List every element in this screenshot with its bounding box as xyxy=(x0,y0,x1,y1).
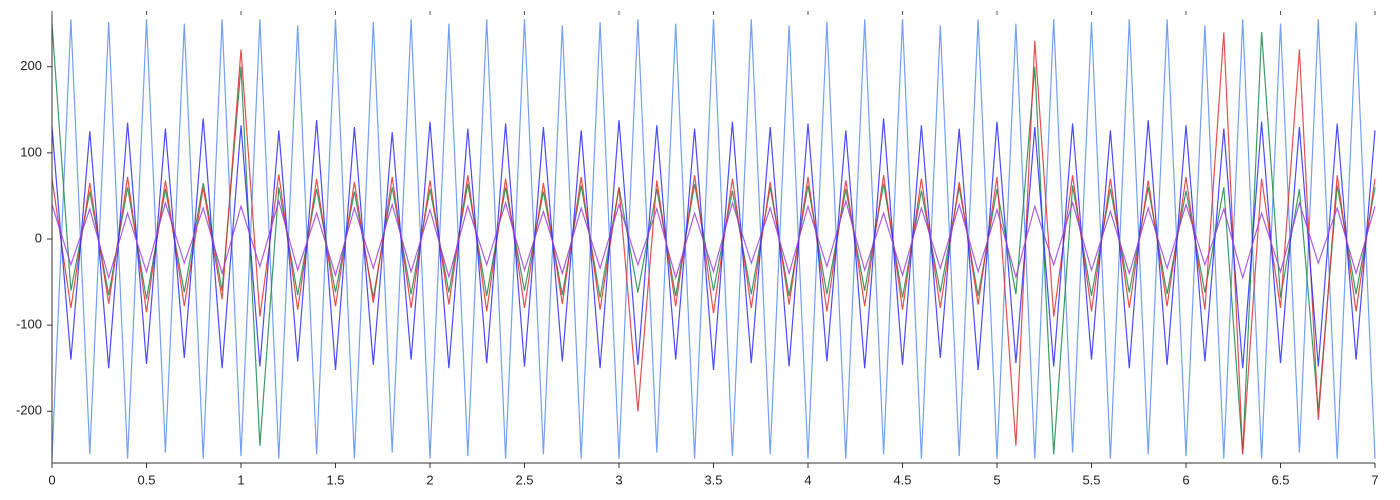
y-tick-label: 200 xyxy=(20,58,42,73)
x-tick-label: 1 xyxy=(237,472,244,487)
y-tick-label: -200 xyxy=(16,403,42,418)
signal-line xyxy=(51,118,1376,370)
x-tick-label: 3 xyxy=(615,472,622,487)
x-tick-label: 7 xyxy=(1371,472,1378,487)
x-tick-label: 2.5 xyxy=(515,472,533,487)
x-tick-label: 6.5 xyxy=(1271,472,1289,487)
signal-line xyxy=(51,19,1376,459)
x-tick-label: 5.5 xyxy=(1082,472,1100,487)
x-tick-label: 3.5 xyxy=(704,472,722,487)
x-tick-label: 4 xyxy=(804,472,811,487)
x-tick-label: 2 xyxy=(426,472,433,487)
x-tick-label: 5 xyxy=(993,472,1000,487)
x-tick-label: 0 xyxy=(48,472,55,487)
y-tick-label: 0 xyxy=(35,230,42,245)
signal-line xyxy=(51,198,1376,280)
x-tick-label: 0.5 xyxy=(137,472,155,487)
y-tick-label: -100 xyxy=(16,317,42,332)
x-tick-label: 6 xyxy=(1182,472,1189,487)
y-tick-label: 100 xyxy=(20,144,42,159)
x-tick-label: 1.5 xyxy=(326,472,344,487)
x-tick-label: 4.5 xyxy=(893,472,911,487)
